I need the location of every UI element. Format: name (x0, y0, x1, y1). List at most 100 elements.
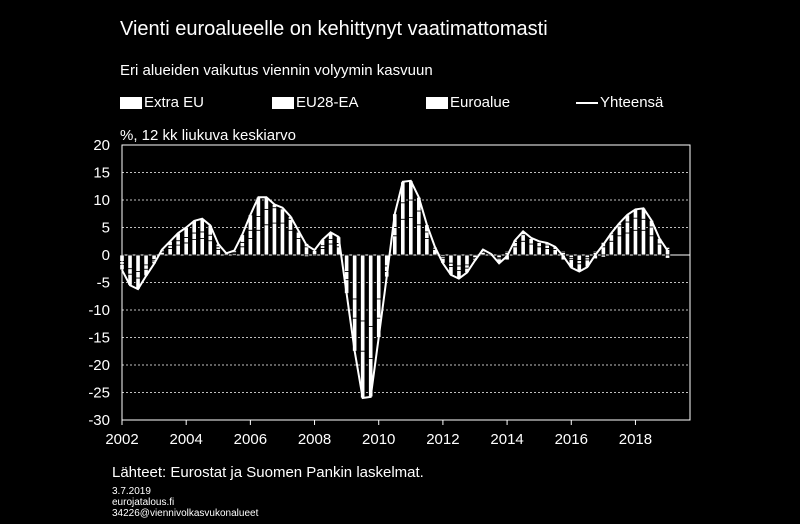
bar-eu28-ea (327, 239, 334, 245)
y-tick-label: -20 (88, 357, 110, 374)
bar-eu28-ea (640, 218, 647, 231)
bar-extra-eu (191, 239, 197, 256)
code-note: 34226@viennivolkasvukonalueet (112, 508, 259, 519)
bar-eu28-ea (648, 226, 655, 237)
bar-eu28-ea (416, 210, 422, 226)
bar-eu28-ea (448, 262, 454, 267)
bar-extra-eu (408, 217, 414, 256)
bar-extra-eu (640, 229, 647, 256)
bar-eu28-ea (239, 241, 245, 248)
bar-extra-eu (287, 229, 294, 256)
bar-eu28-ea (191, 232, 197, 240)
bar-eu28-ea (255, 216, 261, 231)
bar-eu28-ea (632, 217, 639, 231)
bar-extra-eu (520, 240, 526, 256)
bar-extra-eu (416, 224, 422, 256)
chart-subtitle: Eri alueiden vaikutus viennin volyymin k… (120, 62, 433, 79)
bar-extra-eu (448, 254, 454, 264)
y-tick-label: -10 (88, 302, 110, 319)
bar-extra-eu (544, 247, 550, 256)
y-tick-label: 10 (93, 192, 110, 209)
bar-eu28-ea (199, 231, 205, 239)
bar-extra-eu (207, 240, 213, 256)
bar-extra-eu (344, 254, 350, 272)
bar-extra-eu (143, 254, 149, 266)
y-tick-label: -25 (88, 385, 110, 402)
bar-extra-eu (352, 254, 358, 300)
bar-extra-eu (424, 238, 430, 256)
page-title: Vienti euroalueelle on kehittynyt vaatim… (120, 18, 548, 40)
bar-eu28-ea (319, 245, 326, 249)
bar-extra-eu (263, 224, 270, 256)
bar-extra-eu (392, 235, 398, 256)
bar-eu28-ea (624, 221, 631, 234)
bar-eu28-ea (167, 245, 173, 249)
bar-eu28-ea (544, 244, 550, 249)
bar-eu28-ea (360, 320, 366, 352)
x-tick-label: 2016 (555, 431, 588, 448)
bar-extra-eu (127, 254, 133, 270)
bar-eu28-ea (424, 231, 430, 239)
bar-eu28-ea (263, 208, 270, 226)
source-note: Lähteet: Eurostat ja Suomen Pankin laske… (112, 464, 424, 481)
bar-extra-eu (456, 254, 462, 267)
legend-item-extra-eu: Extra EU (120, 94, 204, 111)
legend-label-eu28-ea: EU28-EA (296, 94, 359, 111)
bar-extra-eu (464, 254, 470, 266)
bar-extra-eu (303, 246, 310, 256)
x-tick-label: 2002 (105, 431, 138, 448)
y-tick-label: 20 (93, 137, 110, 154)
bar-eu28-ea (207, 234, 213, 242)
bar-extra-eu (239, 246, 245, 256)
bar-extra-eu (400, 218, 406, 256)
bar-extra-eu (496, 254, 502, 259)
bar-extra-eu (536, 246, 542, 256)
bar-eu28-ea (271, 207, 278, 224)
bar-extra-eu (568, 254, 574, 259)
bar-extra-eu (215, 249, 221, 256)
bar-extra-eu (295, 238, 302, 256)
bar-eu28-ea (127, 268, 133, 275)
bar-extra-eu (247, 238, 253, 256)
y-tick-label: 15 (93, 165, 110, 182)
bar-eu28-ea (408, 199, 414, 219)
bar-extra-eu (368, 254, 374, 327)
bar-extra-eu (624, 232, 631, 256)
y-axis-ticks: 20 15 10 5 0 -5 -10 -15 -20 -25 -30 (88, 137, 110, 429)
date-note: 3.7.2019 (112, 486, 151, 497)
bar-eu28-ea (175, 240, 181, 246)
bar-extra-eu (648, 235, 655, 256)
bar-extra-eu (151, 254, 157, 260)
legend-line-yhteensa (576, 101, 598, 104)
x-tick-label: 2012 (426, 431, 459, 448)
bar-extra-eu (656, 243, 663, 256)
gridlines (122, 144, 690, 421)
bar-extra-eu (199, 238, 205, 256)
x-tick-label: 2008 (298, 431, 331, 448)
y-tick-label: 0 (102, 247, 110, 264)
legend-item-yhteensa: Yhteensä (576, 94, 663, 111)
bar-extra-eu (319, 247, 326, 256)
legend-item-euroalue: Euroalue (426, 94, 510, 111)
bar-euroalue (600, 254, 606, 258)
bar-eu28-ea (143, 264, 149, 270)
bar-extra-eu (632, 229, 639, 256)
bar-euroalue (303, 254, 310, 258)
x-tick-label: 2004 (169, 431, 202, 448)
bar-eu28-ea (135, 271, 141, 279)
bar-eu28-ea (464, 264, 470, 269)
bar-eu28-ea (279, 208, 286, 224)
legend: Extra EU EU28-EA Euroalue Yhteensä (120, 94, 720, 114)
bar-extra-eu (576, 254, 582, 261)
legend-swatch-extra-eu (120, 96, 142, 109)
bar-eu28-ea (616, 225, 623, 237)
bar-extra-eu (608, 240, 614, 256)
bar-extra-eu (183, 242, 189, 256)
legend-label-euroalue: Euroalue (450, 94, 511, 111)
bar-extra-eu (167, 247, 173, 256)
bar-extra-eu (616, 235, 623, 256)
bar-extra-eu (552, 249, 558, 256)
bar-eu28-ea (400, 202, 406, 220)
bar-extra-eu (135, 254, 141, 272)
